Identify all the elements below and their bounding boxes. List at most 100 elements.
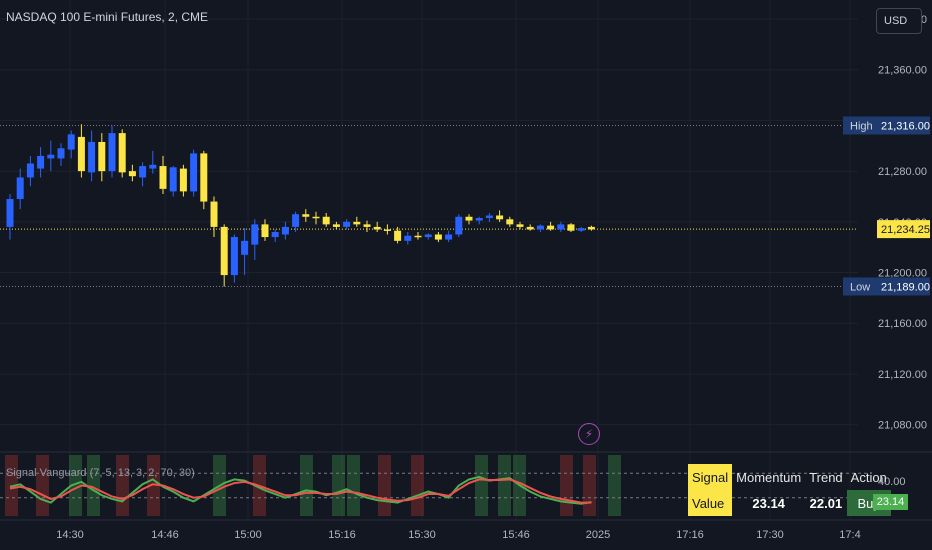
row-label-value: Value [688, 490, 733, 516]
symbol-title[interactable]: NASDAQ 100 E-mini Futures, 2, CME [6, 10, 209, 24]
signal-column [300, 455, 313, 516]
candle-body [200, 153, 208, 202]
candle-body [88, 141, 96, 173]
candle [496, 210, 504, 222]
candle [373, 221, 381, 232]
candle-body [394, 230, 402, 241]
candle-body [149, 164, 157, 169]
signal-column [498, 455, 511, 516]
signal-table: Signal Momentum Trend Action Value 23.14… [688, 464, 891, 516]
time-tick-label: 15:00 [234, 529, 262, 541]
candle-body [577, 228, 585, 231]
candle-body [210, 201, 218, 227]
candle-body [312, 216, 320, 219]
candle [567, 223, 575, 232]
time-tick-label: 17:4 [839, 529, 860, 541]
signal-column [36, 455, 49, 516]
candle [394, 226, 402, 244]
indicator-value-badge: 23.14 [873, 494, 908, 510]
candle-body [251, 224, 259, 245]
candle-body [241, 240, 249, 255]
candle [434, 231, 442, 243]
last-price: 21,234.25 [881, 224, 930, 236]
high-price: 21,316.00 [881, 120, 930, 132]
candle-body [16, 177, 24, 200]
low-price: 21,189.00 [881, 281, 930, 293]
candle-body [190, 153, 198, 192]
candle [475, 216, 483, 225]
candle-body [57, 148, 65, 159]
candle [16, 168, 24, 210]
candle-body [281, 226, 289, 235]
header-momentum: Momentum [736, 469, 802, 485]
candle [557, 221, 565, 232]
candle [414, 231, 422, 240]
lightning-event-icon[interactable]: ⚡ [578, 423, 600, 445]
candle [516, 221, 524, 230]
signal-column [608, 455, 621, 516]
oscillator-slow-line [9, 478, 592, 504]
high-label: High [850, 120, 873, 132]
trend-value: 22.01 [809, 495, 843, 511]
candle [230, 234, 238, 283]
candle [47, 140, 55, 172]
time-tick-label: 14:46 [151, 529, 179, 541]
candle [210, 196, 218, 238]
candle-body [230, 237, 238, 276]
indicator-axis-label: 40.00 [878, 476, 906, 488]
candle [251, 219, 259, 260]
candle [383, 224, 391, 235]
candle-body [169, 167, 177, 192]
candle [363, 220, 371, 232]
candle-body [536, 225, 544, 230]
signal-column [69, 455, 82, 516]
price-tick-label: 21,160.00 [878, 318, 927, 330]
candle-body [557, 224, 565, 230]
low-label-bg [843, 277, 877, 296]
candle [485, 212, 493, 222]
signal-column [147, 455, 160, 516]
candle-body [547, 225, 555, 230]
indicator-title[interactable]: Signal Vanguard (7, 5, 13, 3, 2, 70, 30) [6, 467, 195, 479]
candle-body [179, 168, 187, 192]
candle-body [434, 234, 442, 240]
price-tick-label: 21,280.00 [878, 166, 927, 178]
candle [526, 224, 534, 231]
momentum-value: 23.14 [752, 495, 785, 511]
candle [128, 164, 136, 182]
candle [343, 219, 351, 230]
candle [547, 221, 555, 231]
candle [577, 226, 585, 232]
candle [88, 130, 96, 182]
candle-body [363, 224, 371, 227]
candle-body [26, 163, 34, 178]
candle-body [261, 224, 269, 238]
candle [353, 216, 361, 227]
signal-column [347, 455, 360, 516]
candle-body [414, 235, 422, 238]
high-label-bg [843, 116, 877, 135]
candle [404, 231, 412, 245]
candle [220, 224, 228, 287]
candle-body [383, 229, 391, 231]
candle-body [424, 234, 432, 238]
candle-body [485, 215, 493, 219]
candle [77, 124, 85, 178]
candle-body [302, 214, 310, 217]
candle-body [98, 141, 106, 172]
candle-body [496, 215, 504, 220]
candle-body [373, 226, 381, 230]
candle [108, 125, 116, 178]
candle [6, 193, 14, 240]
candle [322, 212, 330, 227]
candle-body [128, 171, 136, 177]
candle [67, 130, 75, 159]
candle-body [77, 136, 85, 172]
candle [281, 221, 289, 240]
currency-button[interactable]: USD [876, 8, 922, 34]
signal-column [560, 455, 573, 516]
candle-body [139, 166, 147, 178]
time-tick-label: 2025 [586, 529, 610, 541]
candle-body [220, 226, 228, 276]
